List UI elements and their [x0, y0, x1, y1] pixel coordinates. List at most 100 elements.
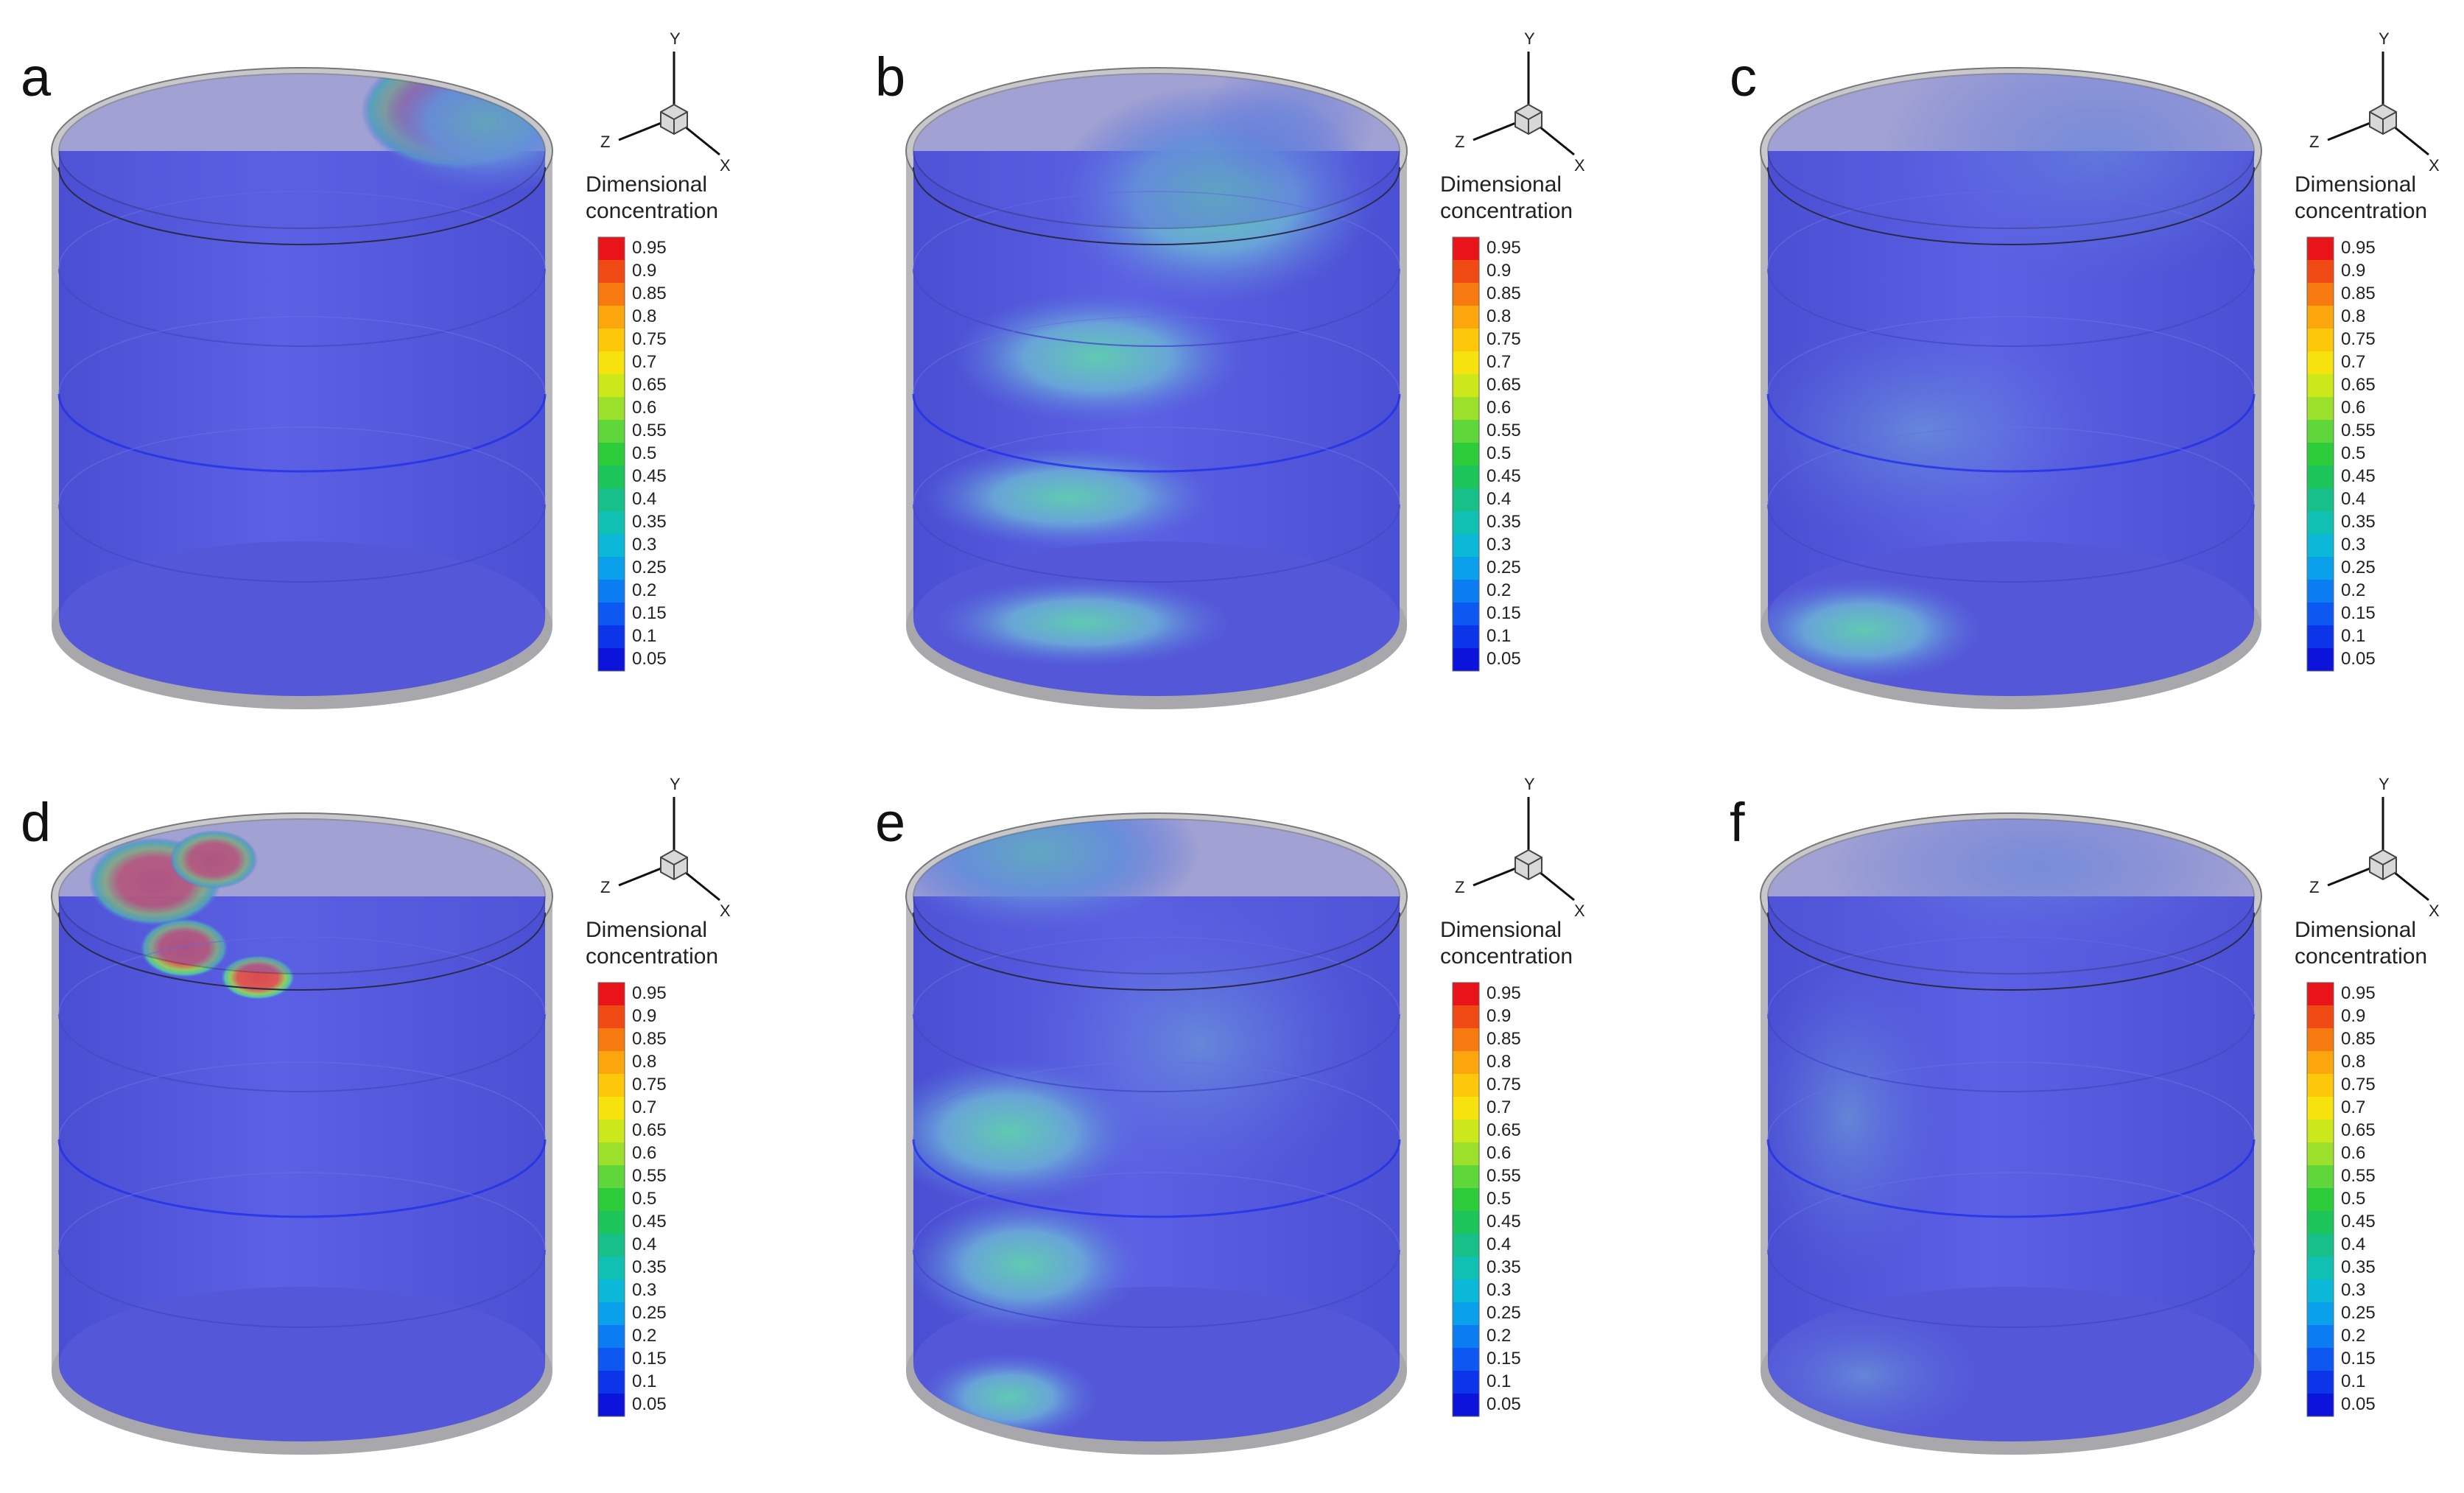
x-axis-label: X [1574, 156, 1585, 175]
colorbar-tick-label: 0.6 [2341, 398, 2365, 418]
colorbar-tick-label: 0.55 [632, 1166, 667, 1186]
baffle-ring [913, 1014, 1400, 1092]
colorbar-swatch [1453, 306, 1479, 329]
colorbar-swatch [1453, 1097, 1479, 1120]
colorbar-frame [2306, 236, 2334, 672]
z-axis-label: Z [600, 133, 610, 151]
colorbar-tick-label: 0.85 [2341, 284, 2376, 303]
colorbar-tick-label: 0.4 [632, 1234, 656, 1254]
colorbar-swatch [2307, 374, 2334, 397]
vessel-lid-edge [1767, 912, 2255, 991]
colorbar-swatch [1453, 1371, 1479, 1394]
concentration-blob [169, 830, 258, 889]
colorbar-tick-label: 0.8 [1487, 306, 1511, 326]
colorbar-swatch [1453, 351, 1479, 374]
colorbar-tick-label: 0.7 [632, 1097, 656, 1117]
colorbar-frame [597, 236, 625, 672]
colorbar-tick-label: 0.35 [1487, 512, 1521, 532]
colorbar-swatch [598, 1051, 625, 1074]
colorbar-swatch [1453, 488, 1479, 511]
colorbar-tick-label: 0.7 [2341, 352, 2365, 372]
colorbar-tick-label: 0.95 [632, 238, 667, 258]
colorbar-swatch [598, 1074, 625, 1097]
concentration-blob [1768, 578, 1982, 681]
colorbar-tick-label: 0.5 [632, 443, 656, 463]
colorbar-swatch [2307, 466, 2334, 488]
colorbar-tick-label: 0.2 [2341, 580, 2365, 600]
colorbar-tick-label: 0.25 [632, 1303, 667, 1323]
x-axis-label: X [720, 902, 731, 920]
colorbar-swatch [598, 260, 625, 283]
colorbar-swatch [598, 329, 625, 351]
concentration-blob [913, 819, 1201, 933]
vessel-lid-edge [913, 912, 1400, 991]
colorbar-swatch [2307, 283, 2334, 306]
colorbar: 0.95 0.9 0.85 0.8 0.75 0.7 0.65 0.6 0.55 0.5 0.45 0… [597, 236, 667, 672]
colorbar-swatch [1453, 1005, 1479, 1028]
colorbar-swatch [1453, 420, 1479, 443]
vessel-body [59, 151, 545, 619]
colorbar-swatch [2307, 351, 2334, 374]
colorbar-swatch [1453, 466, 1479, 488]
x-axis-label: X [720, 156, 731, 175]
colorbar-tick-label: 0.3 [632, 535, 656, 555]
colorbar-tick-label: 0.35 [632, 1257, 667, 1277]
baffle-ring [913, 1249, 1400, 1328]
vessel-body [59, 896, 545, 1364]
legend-title-line2: concentration [586, 199, 718, 223]
colorbar-swatch [1453, 1257, 1479, 1279]
colorbar-tick-label: 0.55 [2341, 1166, 2376, 1186]
colorbar-swatch [598, 443, 625, 466]
colorbar-swatch [1453, 557, 1479, 580]
colorbar-tick-label: 0.5 [2341, 443, 2365, 463]
vessel-lid-edge [913, 166, 1400, 245]
legend-title-line1: Dimensional [1440, 918, 1562, 942]
legend-title-line1: Dimensional [2295, 918, 2416, 942]
colorbar-tick-label: 0.05 [632, 1394, 667, 1414]
legend-title-line1: Dimensional [1440, 172, 1562, 197]
concentration-blob [140, 918, 228, 977]
colorbar-swatch [2307, 1257, 2334, 1279]
colorbar-tick-label: 0.85 [1487, 1029, 1521, 1049]
vessel-body-bottom [59, 541, 545, 696]
colorbar-swatch [2307, 983, 2334, 1005]
colorbar-tick-label: 0.9 [1487, 261, 1511, 281]
colorbar-swatch [598, 1371, 625, 1394]
baffle-ring-back [58, 316, 546, 395]
colorbar-swatch [2307, 1348, 2334, 1371]
colorbar-tick-label: 0.1 [1487, 626, 1511, 646]
panel-letter: b [875, 46, 905, 108]
colorbar-swatch [2307, 603, 2334, 625]
colorbar-tick-label: 0.05 [2341, 649, 2376, 669]
colorbar-swatch [2307, 488, 2334, 511]
baffle-ring-back [58, 1172, 546, 1251]
colorbar-tick-label: 0.8 [2341, 1052, 2365, 1072]
colorbar-tick-label: 0.15 [632, 1349, 667, 1369]
colorbar-tick-label: 0.95 [632, 983, 667, 1003]
concentration-blob [221, 955, 295, 1000]
baffle-ring-back [1767, 1172, 2255, 1251]
colorbar-swatch [2307, 1097, 2334, 1120]
z-axis-label: Z [2309, 133, 2319, 151]
panel-b: bYZXDimensionalconcentration0.950.90.850… [875, 29, 1585, 709]
y-axis-label: Y [670, 29, 681, 48]
axis-triad: Y Z X [2309, 29, 2440, 175]
y-axis-label: Y [1524, 29, 1535, 48]
colorbar-tick-label: 0.1 [2341, 1371, 2365, 1391]
colorbar-tick-label: 0.7 [632, 352, 656, 372]
colorbar-tick-label: 0.65 [2341, 375, 2376, 395]
colorbar-tick-label: 0.8 [632, 1052, 656, 1072]
concentration-blob [1024, 896, 1377, 1191]
baffle-ring-back [913, 316, 1400, 395]
colorbar-swatch [1453, 1279, 1479, 1302]
colorbar-swatch [1453, 580, 1479, 603]
colorbar-swatch [598, 1234, 625, 1257]
colorbar-tick-label: 0.45 [2341, 1212, 2376, 1232]
colorbar-tick-label: 0.95 [2341, 238, 2376, 258]
panel-letter: e [875, 792, 905, 853]
colorbar-tick-label: 0.2 [1487, 580, 1511, 600]
colorbar-tick-label: 0.15 [1487, 603, 1521, 623]
colorbar-tick-label: 0.25 [2341, 1303, 2376, 1323]
concentration-blob [936, 578, 1230, 667]
baffle-ring [912, 1139, 1401, 1218]
